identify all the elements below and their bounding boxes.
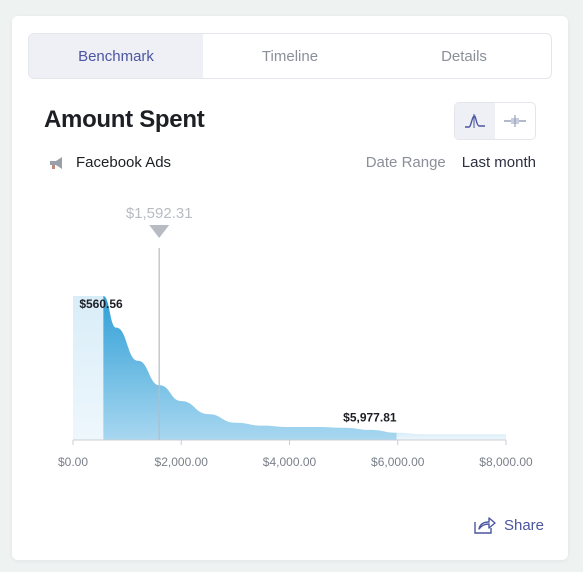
view-toggle bbox=[454, 102, 536, 140]
date-range: Date Range Last month bbox=[366, 154, 536, 171]
x-tick-label: $0.00 bbox=[58, 455, 88, 469]
x-tick-label: $2,000.00 bbox=[155, 455, 209, 469]
source-label: Facebook Ads bbox=[76, 154, 172, 171]
benchmark-card: Benchmark Timeline Details Amount Spent … bbox=[12, 16, 568, 560]
ad-source: Facebook Ads bbox=[48, 154, 171, 171]
share-icon bbox=[474, 517, 496, 534]
tab-details[interactable]: Details bbox=[441, 47, 487, 65]
date-range-select[interactable]: Last month bbox=[461, 154, 536, 171]
distribution-chart: $0.00 $2,000.00 $4,000.00 $6,000.00 $8,000.0… bbox=[58, 205, 533, 469]
area-below-range bbox=[73, 296, 104, 440]
page-title: Amount Spent bbox=[44, 106, 205, 133]
megaphone-icon bbox=[50, 156, 62, 169]
area-in-range bbox=[103, 296, 397, 440]
distribution-view-button[interactable] bbox=[455, 103, 495, 139]
x-tick-label: $4,000.00 bbox=[263, 455, 317, 469]
range-low-label: $560.56 bbox=[79, 297, 123, 311]
marker-label: $1,592.31 bbox=[126, 205, 193, 222]
tab-timeline[interactable]: Timeline bbox=[261, 47, 319, 65]
range-icon bbox=[504, 115, 526, 127]
range-view-button[interactable] bbox=[495, 103, 535, 139]
range-high-label: $5,977.81 bbox=[343, 411, 397, 425]
tab-benchmark[interactable]: Benchmark bbox=[29, 34, 203, 78]
tab-bar: Benchmark Timeline Details bbox=[28, 33, 552, 79]
date-range-label: Date Range bbox=[365, 154, 446, 171]
marker-pointer bbox=[149, 225, 170, 238]
x-tick-label: $6,000.00 bbox=[371, 455, 425, 469]
bell-curve-icon bbox=[465, 114, 485, 128]
area-above-range bbox=[396, 432, 506, 440]
x-tick-label: $8,000.00 bbox=[479, 455, 533, 469]
share-label: Share bbox=[503, 516, 544, 534]
share-button[interactable]: Share bbox=[474, 516, 544, 534]
